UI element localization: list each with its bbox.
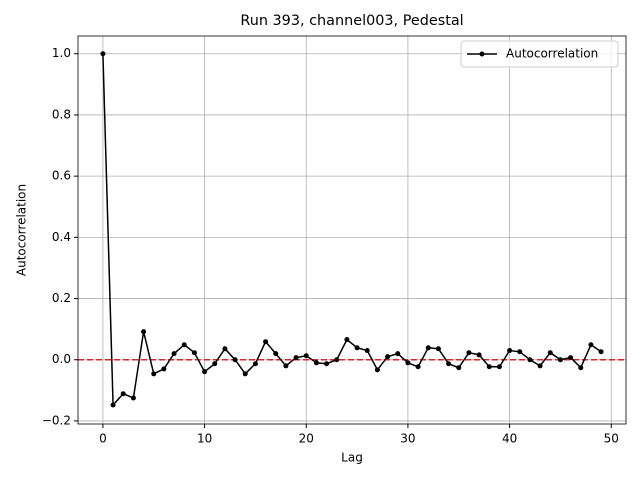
data-point [120, 391, 126, 397]
y-tick-label: 1.0 [52, 46, 71, 60]
data-point [263, 339, 269, 345]
y-tick-label: 0.6 [52, 169, 71, 183]
data-point [141, 329, 147, 335]
data-point [435, 346, 441, 352]
plot-frame [77, 35, 627, 425]
data-point [202, 369, 208, 375]
y-tick-label: 0.0 [52, 352, 71, 366]
legend-box [460, 40, 619, 68]
data-point [252, 361, 258, 367]
data-point [242, 371, 248, 377]
data-point [222, 346, 228, 352]
data-point [405, 360, 411, 366]
data-point [324, 361, 330, 367]
legend-label: Autocorrelation [506, 47, 598, 61]
data-point [496, 364, 502, 370]
data-point [537, 363, 543, 369]
data-point [456, 365, 462, 371]
data-point [293, 355, 299, 361]
data-point [212, 361, 218, 367]
data-point [354, 345, 360, 351]
data-point [547, 350, 553, 356]
data-point [130, 395, 136, 401]
data-point [303, 353, 309, 359]
data-point [568, 355, 574, 361]
x-tick-label: 40 [502, 432, 517, 446]
data-point [486, 364, 492, 370]
data-point [151, 371, 157, 377]
data-point [181, 342, 187, 348]
data-point [425, 345, 431, 351]
data-point [374, 367, 380, 373]
data-point [364, 348, 370, 354]
y-tick-label: −0.2 [42, 413, 71, 427]
y-tick-label: 0.8 [52, 107, 71, 121]
data-point [557, 357, 563, 363]
data-point [283, 363, 289, 369]
data-point [385, 354, 391, 360]
data-point [334, 357, 340, 363]
data-point [588, 342, 594, 348]
data-point [395, 351, 401, 357]
x-tick-label: 10 [197, 432, 212, 446]
data-point [415, 364, 421, 370]
y-tick-label: 0.4 [52, 230, 71, 244]
x-tick-label: 50 [604, 432, 619, 446]
y-axis-label: Autocorrelation [15, 184, 29, 276]
data-point [161, 366, 167, 372]
data-point [313, 360, 319, 366]
x-tick-label: 20 [299, 432, 314, 446]
data-point [110, 402, 116, 408]
legend-marker [479, 51, 485, 57]
data-line [102, 53, 602, 407]
data-point [171, 351, 177, 357]
data-point [466, 350, 472, 356]
y-tick-label: 0.2 [52, 291, 71, 305]
data-point [100, 51, 106, 57]
data-point [578, 365, 584, 371]
data-point [344, 337, 350, 343]
x-axis-label: Lag [341, 451, 363, 465]
x-tick-label: 0 [99, 432, 107, 446]
data-point [527, 357, 533, 363]
x-tick-label: 30 [400, 432, 415, 446]
data-point [517, 349, 523, 355]
data-point [476, 352, 482, 358]
data-point [507, 348, 513, 354]
data-point [273, 351, 279, 357]
data-point [446, 361, 452, 367]
data-point [232, 357, 238, 363]
data-point [191, 350, 197, 356]
chart-title: Run 393, channel003, Pedestal [240, 13, 463, 29]
data-point [598, 349, 604, 355]
